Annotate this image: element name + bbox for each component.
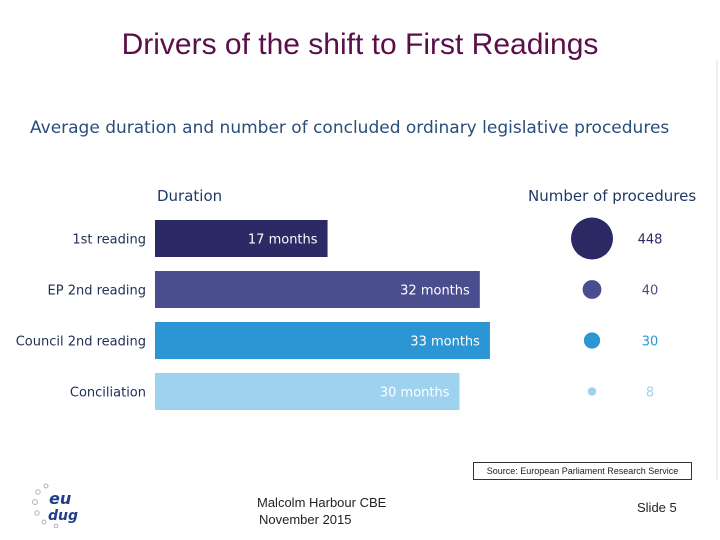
duration-bar [155,220,328,257]
category-label: Council 2nd reading [16,335,146,350]
presenter-name: Malcolm Harbour CBE [257,495,387,510]
procedures-header: Number of procedures [528,187,696,205]
svg-text:eu: eu [49,489,71,508]
procedure-count-dot [582,280,602,299]
procedure-count-label: 448 [638,233,663,248]
presentation-date: November 2015 [259,512,352,527]
presenter-info: Malcolm Harbour CBE November 2015 [257,494,386,528]
category-label: EP 2nd reading [48,284,146,299]
slide-number: Slide 5 [637,500,677,515]
duration-bar-label: 33 months [410,335,480,350]
chart-title: Average duration and number of concluded… [30,118,669,138]
procedure-count-dot [583,332,601,349]
category-label: 1st reading [72,233,146,248]
slide-edge-divider [716,60,718,480]
duration-header: Duration [157,187,222,205]
procedure-count-dot [571,217,613,260]
duration-bar-label: 30 months [380,386,450,401]
procedure-count-label: 8 [646,386,654,401]
eudug-logo: eu dug [32,483,78,529]
category-label: Conciliation [70,386,146,401]
procedure-count-dot [587,387,597,396]
procedure-count-label: 30 [642,335,659,350]
duration-bar [155,373,460,410]
slide-title: Drivers of the shift to First Readings [121,28,599,61]
source-note: Source: European Parliament Research Ser… [473,462,692,480]
duration-bar-label: 17 months [248,233,318,248]
svg-text:dug: dug [48,508,78,524]
duration-bar [155,271,480,308]
duration-bar-label: 32 months [400,284,470,299]
procedure-count-label: 40 [642,284,659,299]
duration-chart: Average duration and number of concluded… [16,118,696,410]
duration-bar [155,322,490,359]
